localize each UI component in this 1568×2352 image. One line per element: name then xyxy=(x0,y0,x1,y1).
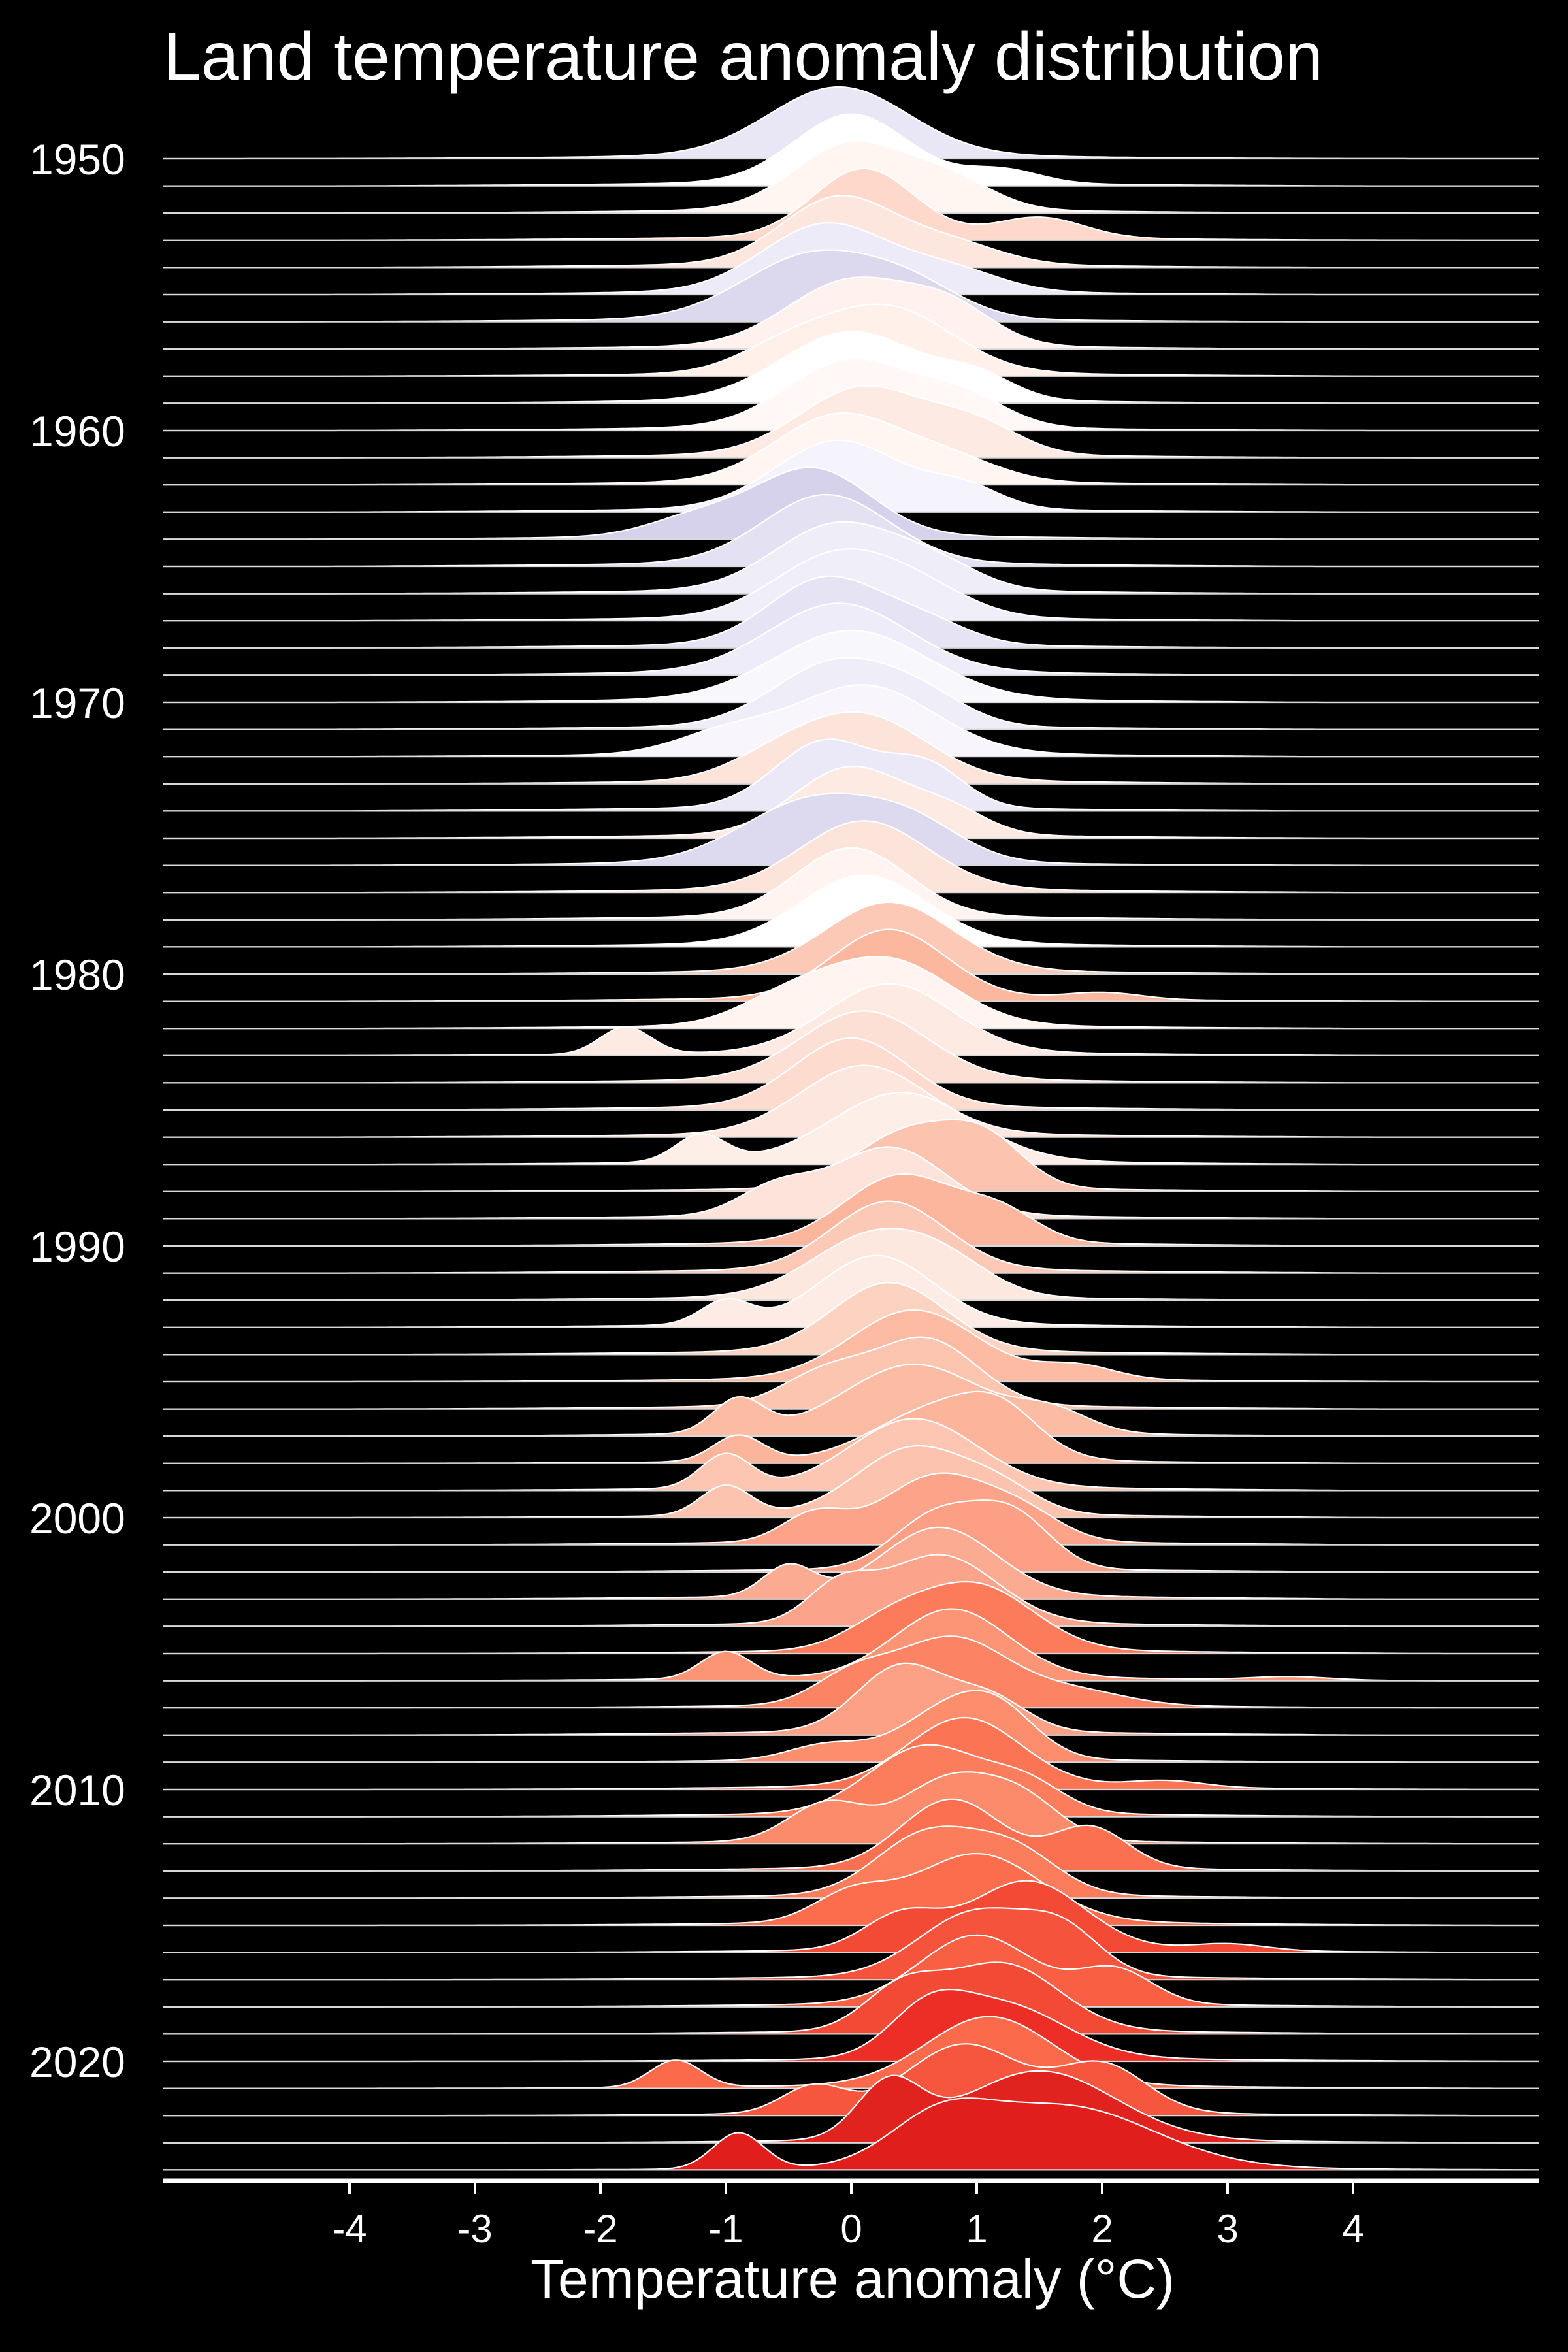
ridge-2024 xyxy=(163,2097,1539,2171)
ridge-2017 xyxy=(163,1907,1539,1981)
x-tick-label: 4 xyxy=(1342,2207,1364,2251)
x-tick-label: -3 xyxy=(457,2207,492,2251)
chart-title: Land temperature anomaly distribution xyxy=(163,19,1323,95)
ridge-area-1979 xyxy=(163,875,1539,947)
x-tick-label: 1 xyxy=(966,2207,987,2251)
ridge-area-1995 xyxy=(163,1310,1539,1382)
ridge-2013 xyxy=(163,1798,1539,1872)
ridge-area-1996 xyxy=(163,1337,1539,1409)
ridge-area-1990 xyxy=(163,1174,1539,1246)
ridge-area-2023 xyxy=(163,2070,1539,2143)
ridge-area-2000 xyxy=(163,1446,1539,1518)
ridge-area-1982 xyxy=(163,956,1539,1029)
ridge-2023 xyxy=(163,2070,1539,2144)
x-tick-label: -1 xyxy=(708,2207,743,2251)
ridge-2018 xyxy=(163,1934,1539,2008)
ridge-2020 xyxy=(163,1988,1539,2063)
year-labels-group: 1950 1960 1970 1980 1990 2000 2010 2020 xyxy=(29,135,125,2086)
year-label-1960: 1960 xyxy=(29,407,125,455)
year-label-1970: 1970 xyxy=(29,679,125,727)
ridge-area-1994 xyxy=(163,1282,1539,1355)
x-tick-label: -2 xyxy=(583,2207,617,2251)
x-ticks-group: -4 -3 -2 -1 0 1 2 3 4 xyxy=(332,2181,1364,2251)
ridge-2005 xyxy=(163,1580,1539,1655)
x-tick-label: 3 xyxy=(1217,2207,1238,2251)
ridge-area-1997 xyxy=(163,1364,1539,1437)
x-tick-label: 0 xyxy=(840,2207,862,2251)
year-label-1980: 1980 xyxy=(29,951,125,999)
ridge-area-1989 xyxy=(163,1147,1539,1219)
ridge-area-2009 xyxy=(163,1690,1539,1763)
ridge-2019 xyxy=(163,1961,1539,2035)
ridge-area-2012 xyxy=(163,1772,1539,1844)
ridge-area-2022 xyxy=(163,2044,1539,2116)
ridge-area-2014 xyxy=(163,1826,1539,1899)
ridge-area-1987 xyxy=(163,1092,1539,1165)
ridge-area-1993 xyxy=(163,1255,1539,1328)
x-tick-label: -4 xyxy=(332,2207,367,2251)
x-axis-label: Temperature anomaly (°C) xyxy=(531,2248,1175,2310)
ridge-area-1999 xyxy=(163,1418,1539,1491)
ridge-2016 xyxy=(163,1880,1539,1953)
ridge-area-2005 xyxy=(163,1582,1539,1654)
ridges-group xyxy=(163,86,1539,2171)
year-label-1950: 1950 xyxy=(29,135,125,184)
ridge-2001 xyxy=(163,1472,1539,1546)
ridge-area-2004 xyxy=(163,1554,1539,1627)
ridge-area-1963 xyxy=(163,440,1539,512)
ridge-area-1980 xyxy=(163,902,1539,974)
ridge-area-2008 xyxy=(163,1663,1539,1735)
year-label-2000: 2000 xyxy=(29,1494,125,1543)
ridge-2008 xyxy=(163,1662,1539,1736)
ridge-2015 xyxy=(163,1852,1539,1927)
x-tick-label: 2 xyxy=(1091,2207,1113,2251)
ridge-area-2016 xyxy=(163,1880,1539,1953)
ridge-area-2024 xyxy=(163,2098,1539,2170)
year-label-1990: 1990 xyxy=(29,1222,125,1271)
year-label-2020: 2020 xyxy=(29,2038,125,2086)
ridge-area-1986 xyxy=(163,1065,1539,1137)
ridge-2012 xyxy=(163,1771,1539,1845)
ridge-area-2019 xyxy=(163,1962,1539,2034)
year-label-2010: 2010 xyxy=(29,1766,125,1814)
ridge-2021 xyxy=(163,2016,1539,2089)
ridge-area-2007 xyxy=(163,1636,1539,1708)
ridge-area-2015 xyxy=(163,1854,1539,1925)
ridge-2009 xyxy=(163,1690,1539,1763)
ridge-2004 xyxy=(163,1554,1539,1627)
ridge-1997 xyxy=(163,1364,1539,1437)
